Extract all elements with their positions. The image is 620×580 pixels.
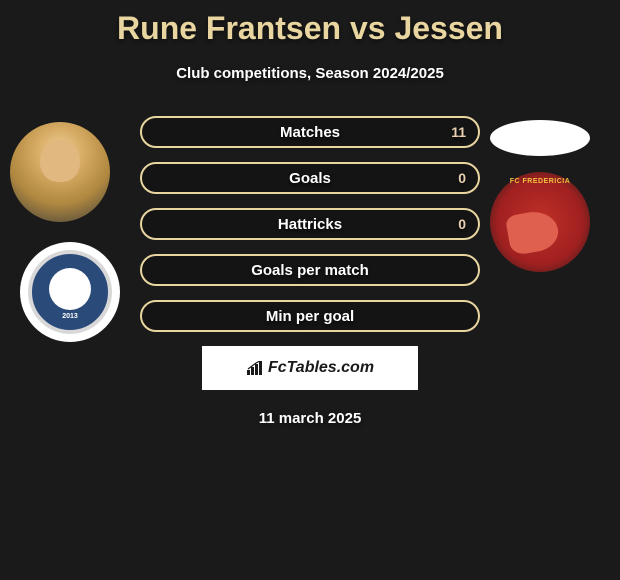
stat-label: Min per goal (266, 308, 354, 325)
player-left-avatar (10, 122, 110, 222)
club-badge-left-year: 2013 (62, 313, 78, 320)
stat-right-value: 0 (458, 170, 466, 186)
stat-label: Goals per match (251, 262, 369, 279)
club-badge-left-inner: 2013 (28, 250, 112, 334)
stat-right-value: 11 (451, 124, 466, 140)
club-badge-right: FC FREDERICIA (490, 172, 590, 272)
brand-box[interactable]: FcTables.com (202, 346, 418, 390)
player-right-avatar (490, 120, 590, 156)
stat-label: Goals (289, 170, 331, 187)
stats-list: Matches 11 Goals 0 Hattricks 0 Goals per… (140, 112, 480, 332)
subtitle: Club competitions, Season 2024/2025 (0, 65, 620, 82)
chart-icon (246, 361, 264, 375)
stat-row-goals-per-match: Goals per match (140, 254, 480, 286)
stat-label: Hattricks (278, 216, 342, 233)
stat-row-min-per-goal: Min per goal (140, 300, 480, 332)
brand-text: FcTables.com (268, 359, 374, 377)
stat-row-hattricks: Hattricks 0 (140, 208, 480, 240)
stat-row-matches: Matches 11 (140, 116, 480, 148)
date-label: 11 march 2025 (0, 410, 620, 427)
content-area: 2013 FC FREDERICIA Matches 11 Goals 0 Ha… (0, 112, 620, 427)
club-badge-right-text: FC FREDERICIA (510, 178, 571, 185)
stat-right-value: 0 (458, 216, 466, 232)
stat-label: Matches (280, 124, 340, 141)
page-title: Rune Frantsen vs Jessen (0, 0, 620, 47)
stat-row-goals: Goals 0 (140, 162, 480, 194)
club-badge-left: 2013 (20, 242, 120, 342)
